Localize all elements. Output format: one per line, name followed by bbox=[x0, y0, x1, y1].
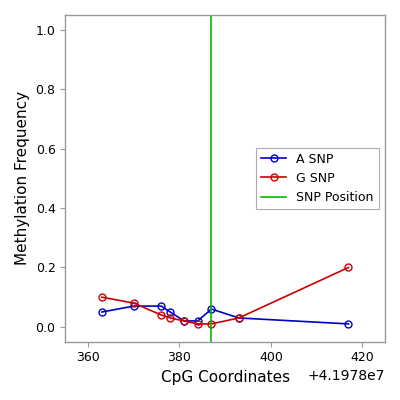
A SNP bbox=[159, 304, 164, 308]
G SNP bbox=[168, 316, 173, 320]
Y-axis label: Methylation Frequency: Methylation Frequency bbox=[15, 91, 30, 266]
G SNP bbox=[346, 265, 351, 270]
A SNP bbox=[168, 310, 173, 314]
A SNP bbox=[100, 310, 104, 314]
A SNP bbox=[346, 322, 351, 326]
A SNP bbox=[195, 318, 200, 323]
Line: G SNP: G SNP bbox=[98, 264, 352, 327]
A SNP bbox=[209, 307, 214, 312]
G SNP bbox=[159, 312, 164, 317]
G SNP bbox=[182, 318, 186, 323]
G SNP bbox=[100, 295, 104, 300]
G SNP bbox=[131, 301, 136, 306]
Legend: A SNP, G SNP, SNP Position: A SNP, G SNP, SNP Position bbox=[256, 148, 379, 209]
A SNP bbox=[131, 304, 136, 308]
G SNP bbox=[195, 322, 200, 326]
X-axis label: CpG Coordinates: CpG Coordinates bbox=[160, 370, 290, 385]
Line: A SNP: A SNP bbox=[98, 303, 352, 327]
A SNP bbox=[236, 316, 241, 320]
G SNP bbox=[209, 322, 214, 326]
G SNP bbox=[236, 316, 241, 320]
A SNP bbox=[182, 318, 186, 323]
